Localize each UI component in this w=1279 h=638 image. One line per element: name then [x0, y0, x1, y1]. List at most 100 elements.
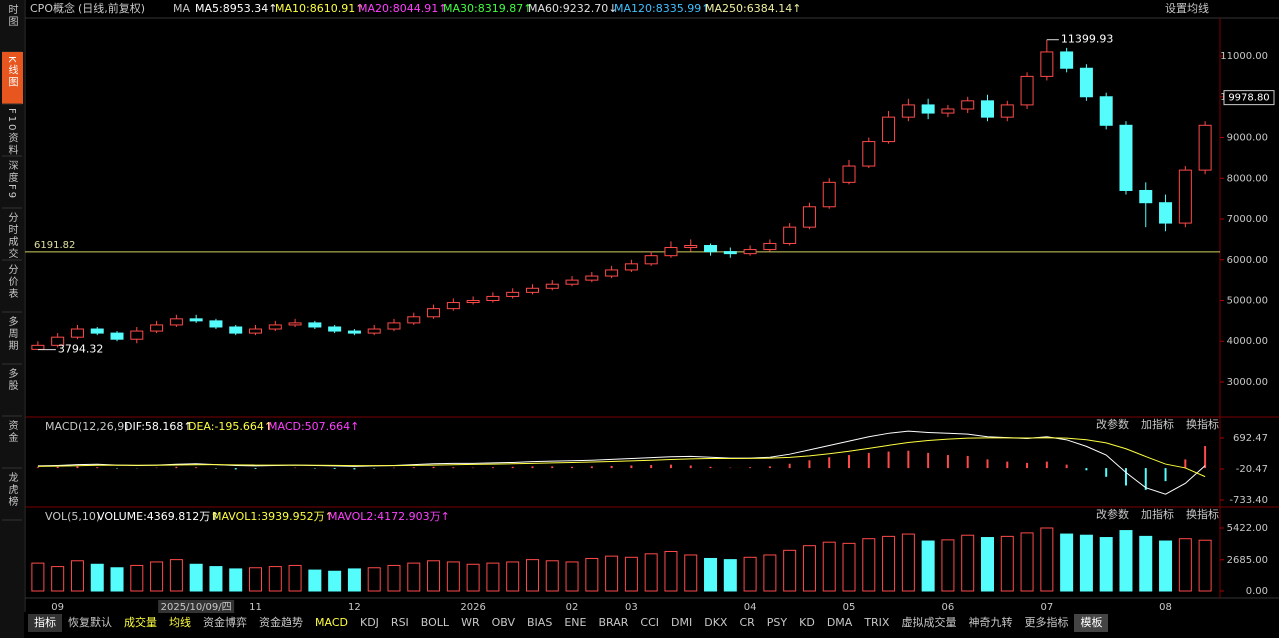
x-tick-label: 2025/10/09/四: [161, 602, 232, 613]
bottom-tab[interactable]: 更多指标: [1024, 616, 1069, 629]
bottom-tab[interactable]: DKX: [704, 616, 728, 629]
volume-bar: [1000, 535, 1014, 592]
volume-bar: [1020, 532, 1034, 592]
bottom-tab[interactable]: 恢复默认: [68, 616, 112, 629]
x-tick-label: 09: [51, 602, 64, 613]
ma-legend: MA20:8044.91↑: [358, 2, 447, 15]
candle-body: [980, 100, 994, 118]
candle-body: [862, 141, 876, 167]
bottom-tab[interactable]: 资金趋势: [259, 616, 303, 629]
panel-button[interactable]: 换指标: [1186, 417, 1219, 431]
candle-body: [921, 104, 935, 114]
bottom-tab[interactable]: 虚拟成交量: [901, 616, 957, 629]
candle-body: [209, 320, 223, 328]
tick-label: 5422.00: [1227, 523, 1268, 534]
ma-legend: MA250:6384.14↑: [705, 2, 801, 15]
sidebar-tab[interactable]: 分价表: [6, 264, 18, 300]
candle-body: [664, 247, 678, 257]
candle-body: [763, 242, 777, 251]
bottom-tab[interactable]: TRIX: [864, 616, 890, 629]
x-tick-label: 04: [744, 602, 757, 613]
volume-bar: [328, 570, 342, 592]
macd-dea: DEA:-195.664↑: [188, 420, 273, 433]
volume-bar: [664, 550, 678, 592]
bottom-tab[interactable]: KDJ: [359, 616, 379, 629]
sidebar-tab[interactable]: F10资料: [6, 108, 18, 156]
candle-body: [704, 244, 718, 253]
panel-button[interactable]: 改参数: [1096, 507, 1129, 521]
bottom-tab[interactable]: CCI: [640, 616, 659, 629]
sidebar-tab[interactable]: 多周期: [6, 315, 18, 352]
candle-body: [802, 206, 816, 228]
candle-body: [1159, 202, 1173, 224]
candle-body: [70, 328, 84, 338]
bottom-tab[interactable]: 神奇九转: [968, 616, 1013, 629]
tick-label: 9000.00: [1227, 133, 1268, 144]
volume-bar: [822, 541, 836, 592]
bottom-tab[interactable]: BIAS: [527, 616, 553, 629]
sidebar-tab[interactable]: 时图: [6, 4, 18, 28]
bottom-tab[interactable]: DMA: [826, 616, 853, 629]
ma-settings[interactable]: 设置均线: [1165, 1, 1209, 15]
panel-button[interactable]: 换指标: [1186, 507, 1219, 521]
volume-bar: [723, 559, 737, 592]
panel-button[interactable]: 加指标: [1141, 507, 1174, 521]
bottom-tab[interactable]: 均线: [169, 616, 191, 629]
sidebar-active: [2, 52, 23, 104]
bottom-tab[interactable]: KD: [799, 616, 815, 629]
volume-bar: [862, 538, 876, 592]
volume-bar: [189, 563, 203, 592]
tick-label: 692.47: [1233, 433, 1268, 444]
bottom-tab[interactable]: CR: [739, 616, 755, 629]
bottom-tab[interactable]: PSY: [766, 616, 788, 629]
candle-body: [723, 251, 737, 255]
volume-bar: [605, 555, 619, 592]
panel-button[interactable]: 加指标: [1141, 417, 1174, 431]
candle-body: [842, 165, 856, 183]
candle-body: [605, 269, 619, 277]
bottom-tab[interactable]: 资金博弈: [203, 616, 247, 629]
bottom-tab[interactable]: 指标: [28, 614, 62, 632]
bottom-tab[interactable]: RSI: [390, 616, 409, 629]
candle-body: [1119, 124, 1133, 191]
sidebar-tab[interactable]: K线图: [6, 56, 18, 89]
volume-bar: [31, 562, 45, 592]
sidebar-tab[interactable]: 龙虎榜: [6, 471, 18, 508]
candle-body: [961, 100, 975, 110]
volume-bar: [387, 564, 401, 592]
sidebar-tab[interactable]: 资金: [6, 420, 18, 444]
volume-bar: [585, 557, 599, 592]
tick-label: 0.00: [1246, 586, 1268, 597]
bottom-tab[interactable]: DMI: [671, 616, 693, 629]
volume-bar: [783, 549, 797, 592]
volume-bar: [704, 557, 718, 592]
vol-volume: VOLUME:4369.812万↑: [97, 510, 219, 523]
x-tick-label: 06: [942, 602, 955, 613]
bottom-tab[interactable]: WR: [461, 616, 480, 629]
ma-legend: MA60:9232.70↓: [528, 2, 617, 15]
panel-button[interactable]: 改参数: [1096, 417, 1129, 431]
bottom-tab[interactable]: ENE: [564, 616, 587, 629]
bottom-tab[interactable]: BOLL: [420, 616, 450, 629]
stock-name: CPO概念: [30, 1, 75, 15]
candle-body: [644, 255, 658, 265]
volume-bar: [980, 537, 994, 592]
volume-bar: [367, 567, 381, 592]
bottom-tab[interactable]: 成交量: [124, 616, 157, 629]
volume-bar: [842, 542, 856, 592]
bottom-tab[interactable]: BRAR: [598, 616, 629, 629]
tick-label: 6000.00: [1227, 255, 1268, 266]
sidebar-tab[interactable]: 分时成交: [6, 212, 18, 260]
candle-body: [169, 318, 183, 326]
tick-label: 2685.00: [1227, 555, 1268, 566]
volume-bar: [427, 560, 441, 592]
ma-legend: MA120:8335.99↑: [614, 2, 710, 15]
sidebar-tab[interactable]: 深度F9: [6, 160, 18, 200]
bottom-tab[interactable]: 模板: [1074, 614, 1109, 632]
candle-body: [1139, 189, 1153, 204]
sidebar-tab[interactable]: 多股: [6, 367, 18, 392]
volume-bar: [347, 568, 361, 592]
bottom-tab[interactable]: MACD: [315, 616, 348, 629]
bottom-tab[interactable]: OBV: [491, 616, 516, 629]
